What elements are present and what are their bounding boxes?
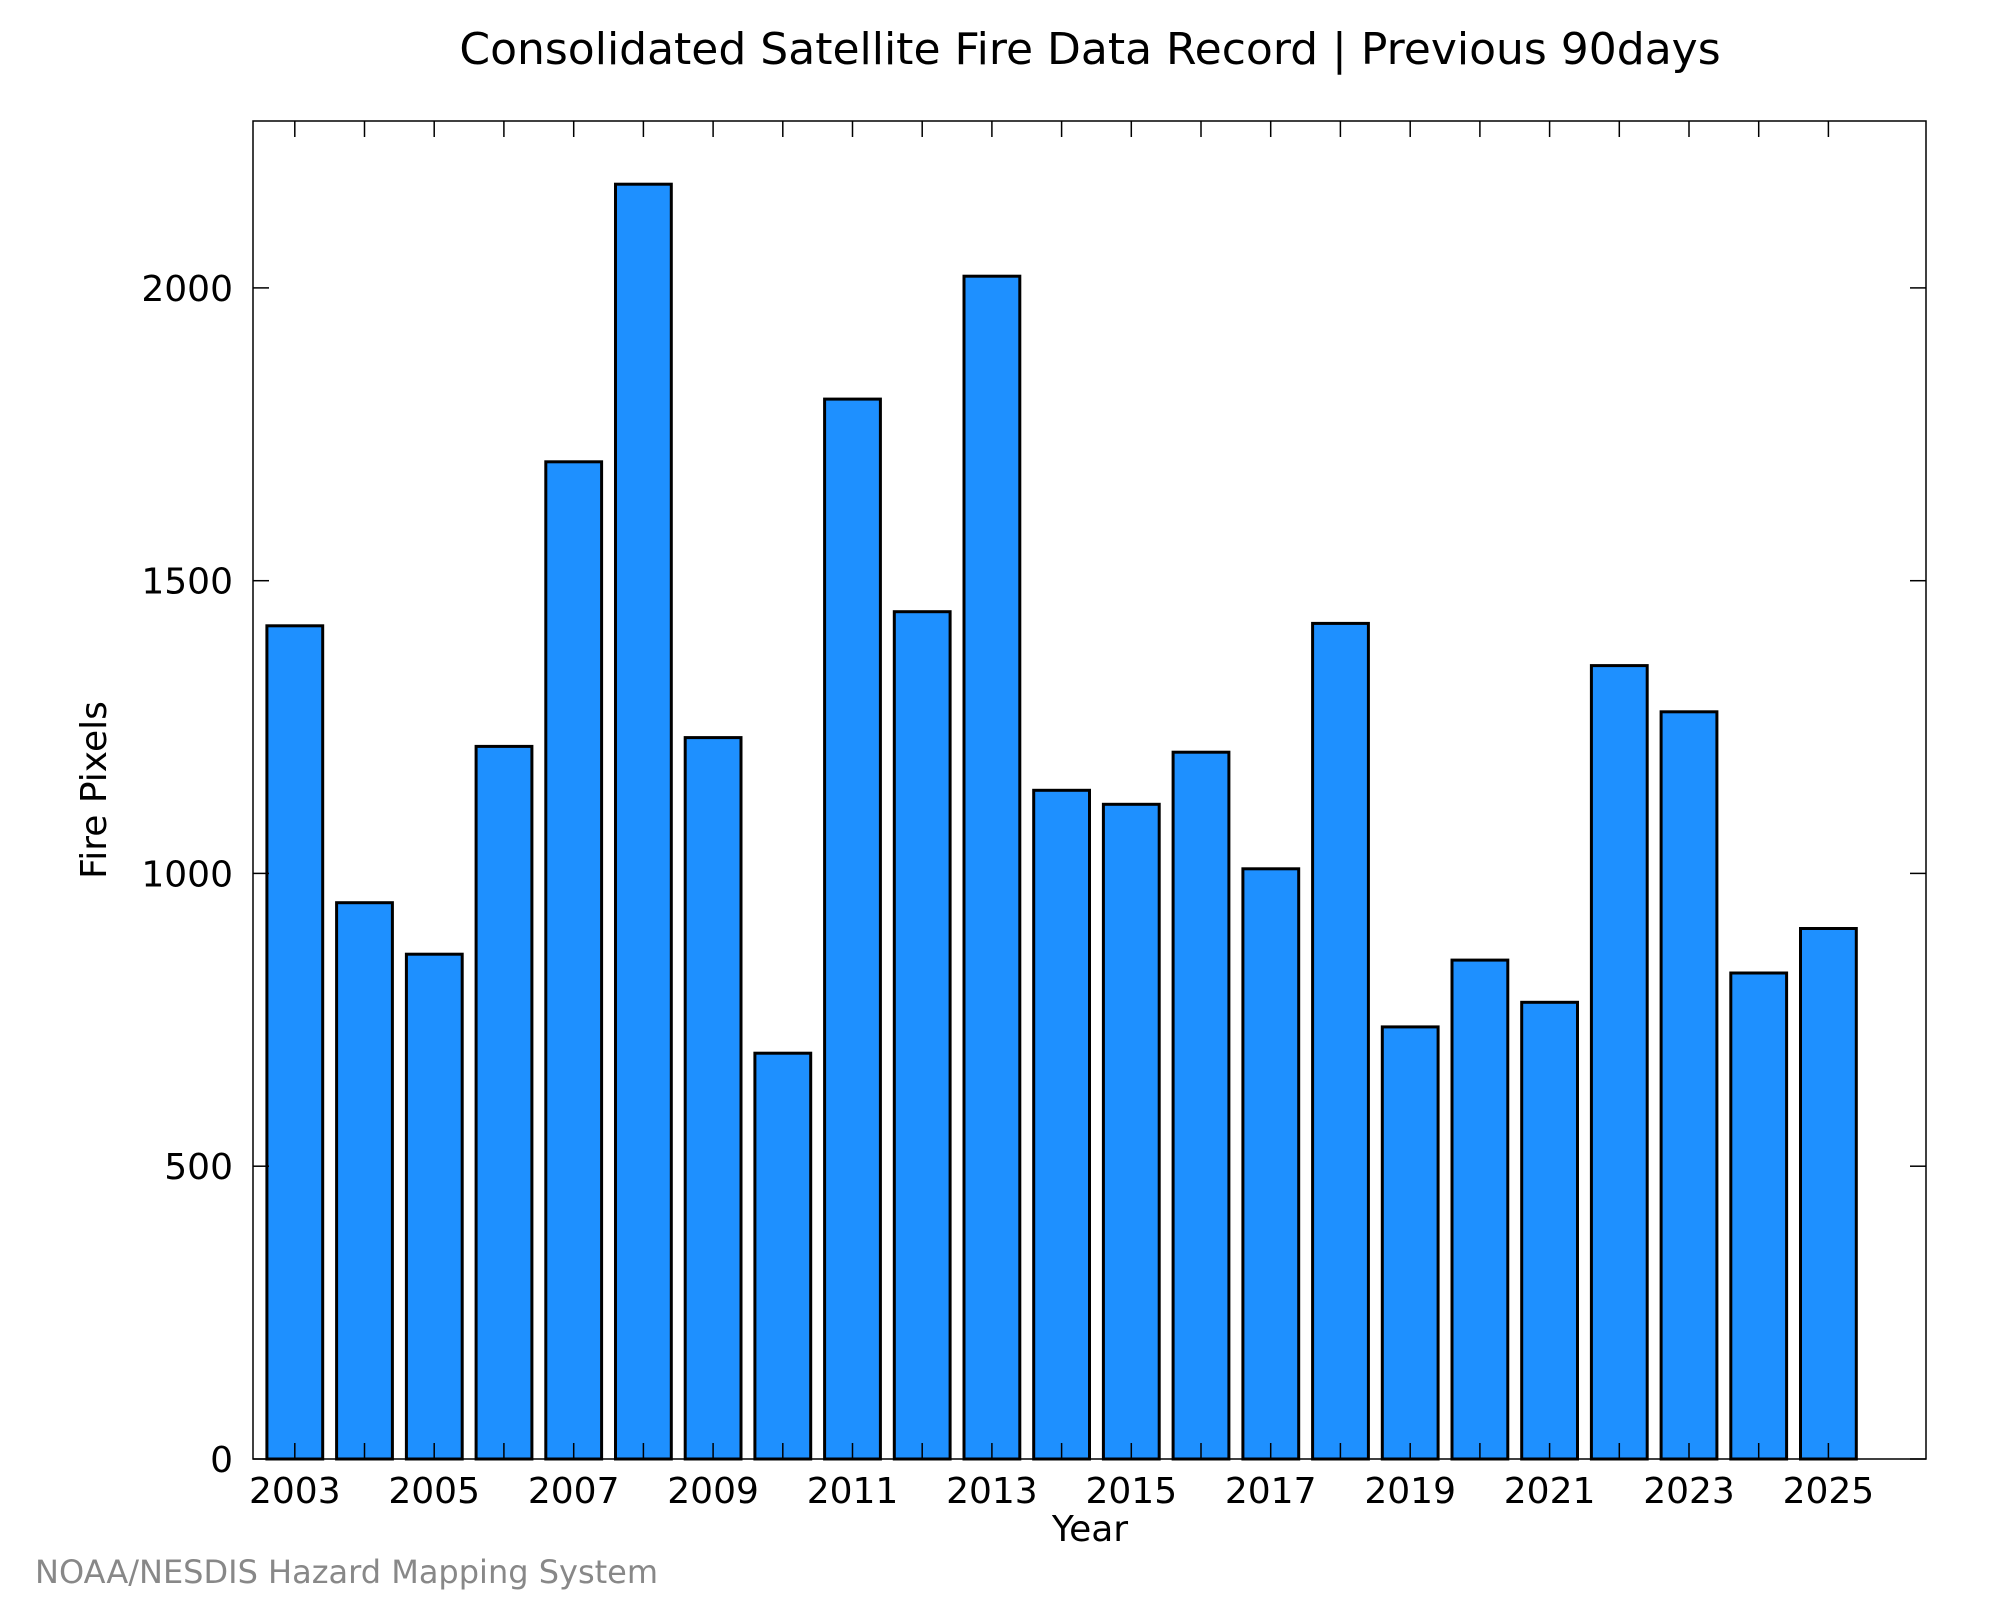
plot-frame (252, 120, 1927, 1460)
x-tick-label-2009: 2009 (667, 1471, 759, 1512)
chart-title: Consolidated Satellite Fire Data Record … (459, 24, 1720, 75)
credit-text: NOAA/NESDIS Hazard Mapping System (35, 1553, 658, 1591)
bar-2011 (823, 397, 882, 1461)
bar-2013 (962, 274, 1022, 1461)
x-tick-label-2025: 2025 (1783, 1471, 1875, 1512)
tick-labels-group: 2003 2005 2007 2009 2011 2013 2015 2017 2019 2021… (141, 269, 1874, 1512)
bar-2021 (1520, 1000, 1579, 1461)
x-tick-label-2013: 2013 (946, 1471, 1038, 1512)
bar-2012 (892, 610, 952, 1461)
bar-2023 (1659, 710, 1719, 1461)
y-axis-label: Fire Pixels (74, 701, 115, 879)
bar-2017 (1241, 867, 1301, 1461)
bar-2006 (474, 744, 534, 1461)
y-tick-label-1500: 1500 (141, 562, 233, 603)
bar-2003 (265, 624, 325, 1461)
bar-2020 (1450, 958, 1510, 1461)
x-tick-label-2023: 2023 (1643, 1471, 1735, 1512)
bar-2025 (1799, 927, 1858, 1461)
x-tick-label-2003: 2003 (249, 1471, 341, 1512)
x-tick-label-2019: 2019 (1364, 1471, 1456, 1512)
bar-2004 (335, 901, 394, 1461)
bar-2024 (1729, 971, 1789, 1461)
x-tick-label-2011: 2011 (807, 1471, 899, 1512)
x-tick-label-2021: 2021 (1504, 1471, 1596, 1512)
x-axis-label: Year (1051, 1509, 1128, 1550)
y-tick-label-1000: 1000 (141, 854, 233, 895)
bar-2005 (404, 952, 464, 1461)
bar-2010 (753, 1051, 813, 1461)
bar-2022 (1589, 664, 1649, 1461)
x-tick-label-2005: 2005 (388, 1471, 480, 1512)
bar-2018 (1311, 621, 1370, 1461)
bar-2019 (1380, 1025, 1440, 1461)
bar-2009 (683, 736, 743, 1461)
bar-2014 (1032, 788, 1091, 1461)
bar-2015 (1101, 802, 1161, 1461)
bar-2016 (1171, 750, 1231, 1461)
y-tick-label-2000: 2000 (141, 269, 233, 310)
x-tick-label-2017: 2017 (1225, 1471, 1317, 1512)
x-tick-label-2007: 2007 (528, 1471, 620, 1512)
bar-2007 (544, 460, 604, 1461)
bar-2008 (614, 182, 673, 1461)
y-tick-label-0: 0 (210, 1440, 233, 1481)
y-tick-label-500: 500 (164, 1147, 233, 1188)
bars-group (265, 182, 1858, 1461)
x-tick-label-2015: 2015 (1085, 1471, 1177, 1512)
